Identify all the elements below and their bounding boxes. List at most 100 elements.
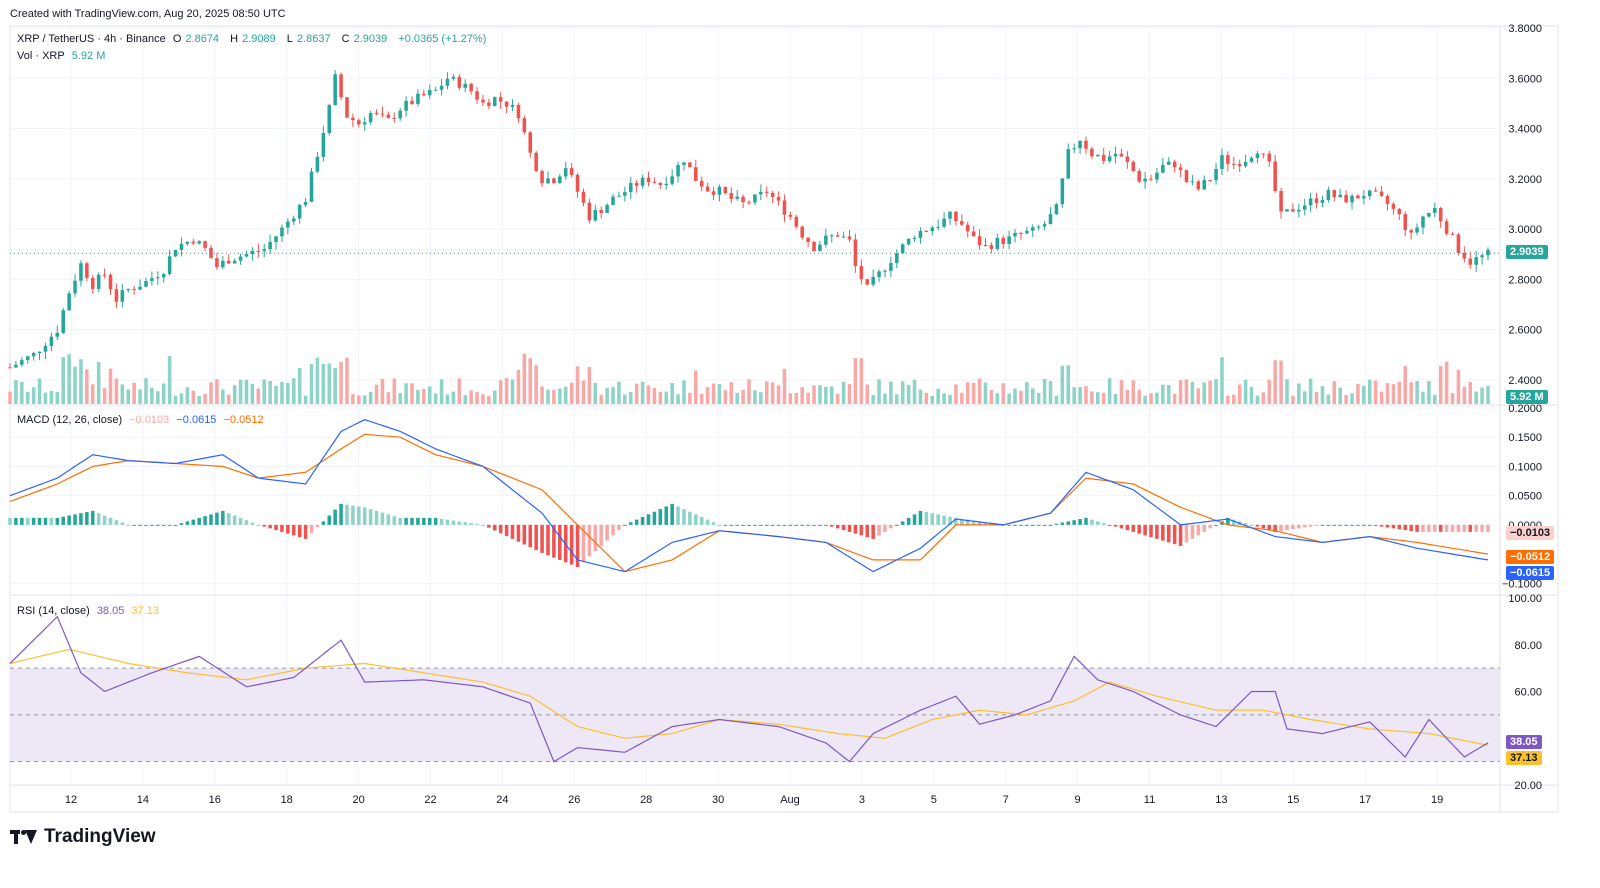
price-tick-label: 3.0000 xyxy=(1508,224,1542,236)
candle-body xyxy=(729,193,734,199)
volume-bar xyxy=(575,366,580,404)
macd-hist-bar xyxy=(599,524,603,546)
macd-hist-bar xyxy=(510,524,515,539)
volume-bar xyxy=(1036,392,1041,404)
candle-body xyxy=(534,152,538,172)
candle-body xyxy=(924,231,929,233)
macd-hist-bar xyxy=(729,524,734,526)
volume-bar xyxy=(829,386,834,404)
rsi-ma-tag: 37.13 xyxy=(1506,751,1542,765)
candle-body xyxy=(209,247,213,259)
candle-body xyxy=(1474,257,1478,265)
volume-bar xyxy=(185,387,190,404)
macd-hist-bar xyxy=(824,524,828,526)
volume-bar xyxy=(43,392,48,404)
candle-body xyxy=(309,171,314,202)
tradingview-brand[interactable]: TradingView xyxy=(10,826,156,848)
macd-hist-bar xyxy=(540,524,544,553)
volume-bar xyxy=(120,384,125,404)
volume-bar xyxy=(179,393,184,404)
volume-bar xyxy=(741,389,745,404)
volume-bar xyxy=(1042,379,1047,404)
candle-body xyxy=(73,280,77,294)
candle-body xyxy=(126,288,131,291)
volume-bar xyxy=(1172,393,1177,404)
macd-hist-bar xyxy=(309,524,314,534)
macd-hist-bar xyxy=(1486,524,1490,532)
price-tick-label: 3.8000 xyxy=(1508,23,1542,35)
candle-body xyxy=(918,231,923,238)
macd-hist-bar xyxy=(1072,520,1076,525)
macd-hist-bar xyxy=(889,524,893,529)
rsi-line xyxy=(9,615,1489,763)
candle-body xyxy=(1107,156,1112,161)
price-tick-label: 3.4000 xyxy=(1508,124,1542,136)
macd-hist-bar xyxy=(321,521,326,525)
candle-body xyxy=(835,235,840,237)
candle-body xyxy=(747,202,751,204)
macd-hist-bar xyxy=(699,516,704,525)
macd-hist-bar xyxy=(339,503,343,525)
macd-hist-bar xyxy=(528,524,533,548)
volume-bar xyxy=(1220,357,1224,404)
macd-hist-bar xyxy=(587,524,592,557)
candle-body xyxy=(971,231,976,237)
candle-body xyxy=(782,200,787,215)
candle-body xyxy=(581,191,586,203)
volume-bar xyxy=(847,384,852,404)
macd-hist-bar xyxy=(1444,524,1449,532)
macd-hist-bar xyxy=(1214,524,1218,526)
macd-hist-bar xyxy=(1267,524,1272,531)
macd-hist-bar xyxy=(504,524,509,537)
macd-hist-bar xyxy=(1232,519,1236,525)
candle-body xyxy=(156,277,160,279)
macd-tick-label: 0.1000 xyxy=(1508,461,1542,473)
macd-hist-bar xyxy=(20,517,24,525)
volume-bar xyxy=(167,356,172,404)
volume-bar xyxy=(883,393,887,404)
macd-hist-bar xyxy=(173,524,178,526)
macd-hist-bar xyxy=(1362,524,1366,526)
macd-hist-bar xyxy=(209,514,213,525)
macd-hist-bar xyxy=(516,524,521,542)
volume-bar xyxy=(244,379,249,404)
macd-hist-bar xyxy=(711,522,716,525)
candle-body xyxy=(1190,181,1195,183)
macd-hist-bar xyxy=(156,524,160,526)
volume-bar xyxy=(658,391,663,404)
volume-bar xyxy=(1302,391,1307,404)
macd-hist-bar xyxy=(853,524,858,534)
x-tick-label: 30 xyxy=(712,794,724,806)
candle-body xyxy=(640,177,645,186)
volume-bar xyxy=(1261,392,1266,404)
macd-hist-bar xyxy=(1019,524,1023,526)
macd-hist-bar xyxy=(552,524,556,558)
candle-body xyxy=(357,120,361,125)
macd-signal-line xyxy=(9,433,1489,573)
macd-hist-bar xyxy=(493,524,497,531)
candle-body xyxy=(1350,195,1354,203)
macd-hist-bar xyxy=(179,523,184,525)
candle-body xyxy=(1042,224,1047,227)
candle-body xyxy=(711,191,716,195)
macd-hist-bar xyxy=(144,524,148,526)
candle-body xyxy=(256,250,261,252)
volume-bar xyxy=(297,367,302,404)
macd-hist-bar xyxy=(954,517,958,525)
volume-bar xyxy=(1273,360,1277,404)
macd-hist-bar xyxy=(1013,524,1017,526)
candle-body xyxy=(327,105,332,134)
macd-hist-bar xyxy=(286,524,290,534)
macd-hist-tag: −0.0103 xyxy=(1506,526,1555,540)
volume-bar xyxy=(599,394,603,404)
macd-hist-bar xyxy=(717,524,722,526)
candle-body xyxy=(1285,209,1289,212)
candle-body xyxy=(102,274,107,276)
candle-body xyxy=(1338,194,1342,198)
candle-body xyxy=(1438,208,1443,222)
volume-bar xyxy=(1084,386,1088,404)
candle-body xyxy=(67,293,71,311)
volume-bar xyxy=(818,385,822,404)
macd-tick-label: 0.1500 xyxy=(1508,432,1542,444)
